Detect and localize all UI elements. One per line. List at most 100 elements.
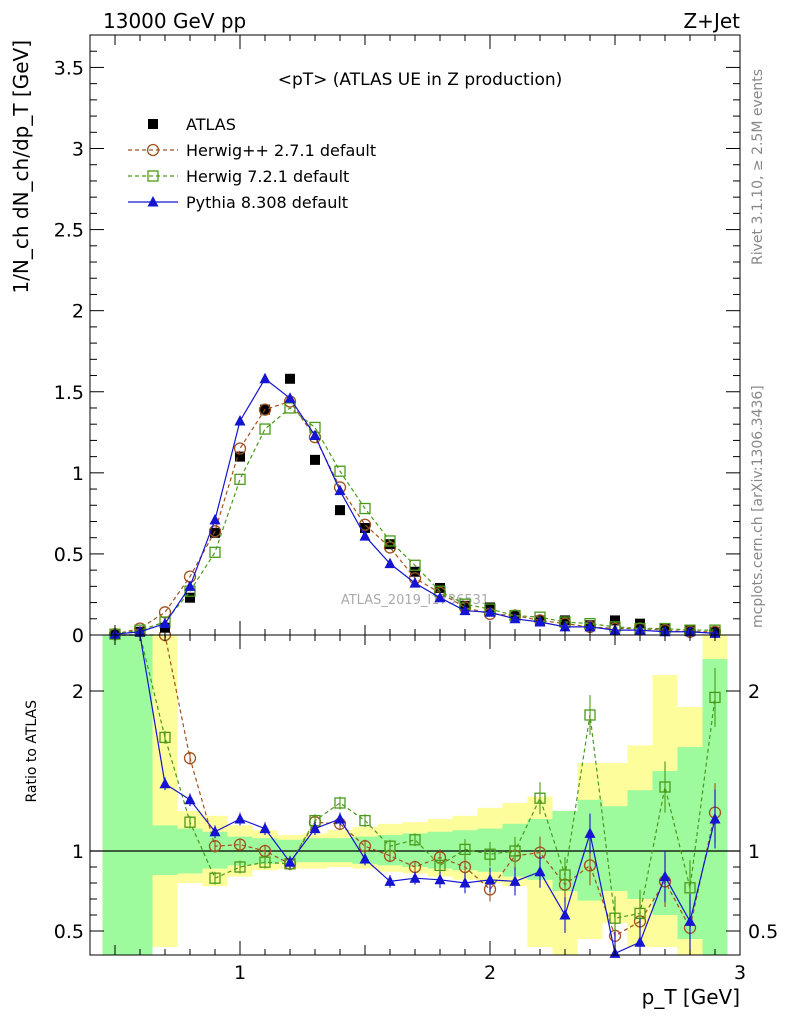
ratio-point xyxy=(583,859,597,872)
ratio-uncertainty-bands xyxy=(102,635,728,955)
band-total-bin xyxy=(152,635,178,947)
ratio-y-tick-label-right: 0.5 xyxy=(748,921,778,943)
data-point xyxy=(359,530,371,541)
data-point xyxy=(259,423,271,435)
ratio-point xyxy=(434,859,446,872)
chart-title: <pT> (ATLAS UE in Z production) xyxy=(278,70,563,90)
data-point xyxy=(184,580,196,591)
ratio-point xyxy=(559,909,571,920)
data-point xyxy=(584,620,596,632)
side-label-bottom: mcplots.cern.ch [arXiv:1306.3436] xyxy=(750,385,766,628)
ratio-point xyxy=(659,870,671,882)
ratio-point xyxy=(684,882,696,894)
legend: ATLAS Herwig++ 2.7.1 default Herwig 7.2.1 … xyxy=(128,115,376,212)
data-point xyxy=(484,606,496,617)
band-stat-bin xyxy=(302,838,328,863)
data-point xyxy=(258,403,272,416)
legend-label: Herwig 7.2.1 default xyxy=(186,167,349,186)
ratio-y-tick-label: 0.5 xyxy=(54,921,84,943)
main-y-tick-label: 1 xyxy=(72,463,84,485)
ratio-point xyxy=(184,793,196,805)
data-point xyxy=(334,484,346,496)
ratio-point xyxy=(559,869,571,881)
ratio-point xyxy=(659,781,671,793)
ratio-point xyxy=(358,840,372,853)
data-point xyxy=(385,539,395,550)
data-point xyxy=(158,606,172,619)
data-point xyxy=(159,617,171,629)
data-point xyxy=(235,451,245,462)
data-point xyxy=(284,402,296,414)
legend-label: Pythia 8.308 default xyxy=(186,193,348,212)
ratio-point xyxy=(259,822,271,834)
ratio-y-axis-label: Ratio to ATLAS xyxy=(24,700,40,803)
data-point xyxy=(310,454,320,465)
data-point xyxy=(384,557,396,569)
data-point xyxy=(284,392,296,403)
ratio-point xyxy=(584,709,596,721)
ratio-series-group xyxy=(90,628,740,958)
ratio-point xyxy=(359,853,371,864)
data-point xyxy=(434,591,446,603)
data-point xyxy=(233,442,247,455)
ratio-point xyxy=(208,840,222,853)
data-point xyxy=(209,513,221,525)
ratio-point xyxy=(384,840,396,852)
ratio-point xyxy=(709,691,721,704)
band-stat-bin xyxy=(602,806,628,891)
ratio-point xyxy=(509,845,521,857)
ratio-point xyxy=(334,813,346,824)
ratio-point xyxy=(458,860,472,874)
axes-group: 00.511.522.533.51 2 30.5 0.51 12 2 xyxy=(54,34,778,984)
data-point xyxy=(335,505,345,516)
data-point xyxy=(410,566,420,577)
x-tick-label: 2 xyxy=(484,962,496,984)
ratio-point xyxy=(709,813,721,824)
data-point xyxy=(409,577,421,588)
ratio-y-tick-label: 1 xyxy=(72,841,84,863)
data-point xyxy=(234,473,246,485)
ratio-point xyxy=(509,875,521,886)
ratio-point xyxy=(209,872,221,884)
data-point xyxy=(359,502,371,515)
data-point xyxy=(509,612,521,624)
ratio-point xyxy=(434,873,446,885)
data-point xyxy=(285,373,295,384)
ratio-point xyxy=(534,865,546,877)
band-stat-bin xyxy=(627,790,653,899)
x-tick-label: 3 xyxy=(734,962,746,984)
data-point xyxy=(534,616,546,627)
data-point xyxy=(383,541,397,554)
ratio-y-tick-label: 2 xyxy=(72,681,84,703)
band-stat-bin xyxy=(102,635,128,955)
data-point xyxy=(210,527,220,538)
ratio-point xyxy=(634,907,646,920)
data-point xyxy=(209,546,221,558)
main-y-tick-label: 3 xyxy=(72,139,84,161)
ratio-point xyxy=(409,872,421,883)
ratio-point xyxy=(484,848,496,860)
ratio-point xyxy=(459,877,471,888)
main-y-tick-label: 1.5 xyxy=(54,382,84,404)
ratio-point xyxy=(259,856,271,868)
data-point xyxy=(360,522,370,533)
data-point xyxy=(334,465,346,477)
ratio-point xyxy=(183,752,197,765)
ratio-point xyxy=(233,838,247,851)
main-y-axis-label: 1/N_ch dN_ch/dp_T [GeV] xyxy=(9,40,33,294)
main-y-tick-label: 0 xyxy=(72,625,84,647)
ratio-y-tick-label-right: 1 xyxy=(748,841,760,863)
ratio-point xyxy=(634,936,646,947)
legend-marker xyxy=(147,196,159,207)
ratio-point xyxy=(284,856,296,867)
ratio-point xyxy=(534,792,546,804)
legend-label: Herwig++ 2.7.1 default xyxy=(186,141,376,160)
main-y-tick-label: 2.5 xyxy=(54,220,84,242)
data-point xyxy=(409,559,421,571)
ratio-y-tick-label-right: 2 xyxy=(748,681,760,703)
data-point xyxy=(610,615,620,626)
ratio-point xyxy=(309,822,321,834)
band-stat-bin xyxy=(127,635,153,955)
ratio-point xyxy=(234,813,246,824)
